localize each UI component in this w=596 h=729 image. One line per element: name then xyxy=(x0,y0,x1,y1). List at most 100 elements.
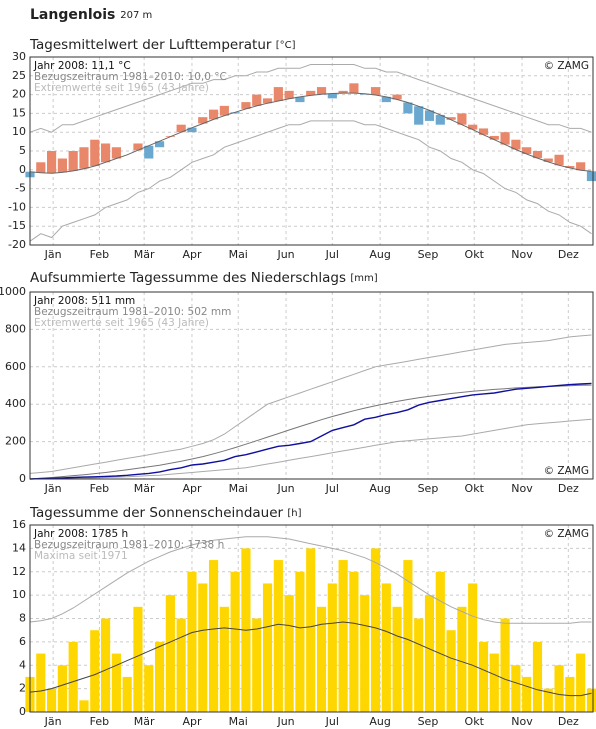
bar xyxy=(230,571,240,712)
bar xyxy=(90,630,100,712)
anomaly-bar xyxy=(154,141,165,148)
plot-frame xyxy=(29,291,594,480)
copyright: © ZAMG xyxy=(544,60,589,72)
plot-area xyxy=(30,292,593,479)
bar xyxy=(316,606,327,712)
x-tick-label: Okt xyxy=(465,715,485,728)
anomaly-bar xyxy=(208,109,219,120)
x-tick-label: Dez xyxy=(558,482,579,495)
legend-entry: Extremwerte seit 1965 (43 Jahre) xyxy=(34,317,209,329)
bar xyxy=(219,606,229,712)
anomaly-bar xyxy=(478,128,489,135)
anomaly-bar xyxy=(90,139,100,167)
anomaly-bar xyxy=(392,94,402,100)
bar xyxy=(424,595,435,712)
plot-frame xyxy=(29,56,594,246)
x-tick-label: Sep xyxy=(418,248,439,261)
y-tick-label: 200 xyxy=(5,435,26,448)
y-tick-label: 15 xyxy=(12,106,26,119)
bar xyxy=(144,665,154,712)
bar xyxy=(198,583,208,712)
anomaly-bar xyxy=(100,143,111,163)
bar xyxy=(576,653,586,712)
bar xyxy=(565,676,575,712)
anomaly-bar xyxy=(370,87,381,95)
y-tick-label: 30 xyxy=(12,50,26,63)
y-tick-label: -10 xyxy=(8,200,26,213)
bar xyxy=(133,606,143,712)
anomaly-bar xyxy=(57,158,67,173)
anomaly-bar xyxy=(349,83,359,94)
series-line xyxy=(29,92,592,174)
anomaly-bar xyxy=(457,113,467,125)
legend-entry: Bezugszeitraum 1981–2010: 1738 h xyxy=(34,539,224,551)
x-tick-label: Dez xyxy=(558,248,579,261)
y-tick-label: -5 xyxy=(15,182,26,195)
title-text: Tagesmittelwert der Lufttemperatur xyxy=(29,37,272,53)
bar xyxy=(273,560,283,712)
x-tick-label: Mär xyxy=(134,715,155,728)
anomaly-bar xyxy=(489,135,499,140)
x-tick-label: Nov xyxy=(511,248,533,261)
anomaly-bar xyxy=(284,90,294,99)
anomaly-bar xyxy=(403,102,413,114)
y-tick-label: 14 xyxy=(12,541,26,554)
y-tick-label: 800 xyxy=(5,322,26,335)
bar xyxy=(36,653,46,712)
anomaly-bar xyxy=(144,145,154,159)
x-tick-label: Jun xyxy=(276,715,294,728)
y-tick-label: 0 xyxy=(19,163,26,176)
y-tick-label: 16 xyxy=(12,518,26,531)
x-tick-label: Aug xyxy=(369,715,390,728)
title-text: Aufsummierte Tagessumme des Niederschlag… xyxy=(30,270,346,286)
x-tick-label: Apr xyxy=(182,715,202,728)
y-tick-label: 20 xyxy=(12,88,26,101)
x-tick-label: Apr xyxy=(182,248,202,261)
anomaly-bar xyxy=(576,162,586,171)
anomaly-bar xyxy=(252,94,262,106)
plot-frame xyxy=(29,524,594,713)
y-tick-label: 6 xyxy=(19,635,26,648)
title-unit: [h] xyxy=(287,508,301,519)
bar xyxy=(511,665,521,712)
elevation: 207 m xyxy=(120,10,152,21)
anomaly-bar xyxy=(316,87,327,95)
x-tick-label: Jun xyxy=(276,248,294,261)
bar xyxy=(295,571,305,712)
bar xyxy=(68,641,78,712)
bar xyxy=(522,676,532,712)
anomaly-bar xyxy=(133,143,143,151)
y-tick-label: 10 xyxy=(12,588,26,601)
y-tick-label: -20 xyxy=(8,238,26,251)
bar xyxy=(489,653,499,712)
anomaly-bar xyxy=(424,110,435,121)
legend-entry: Jahr 2008: 511 mm xyxy=(33,295,135,307)
anomaly-bar xyxy=(543,158,553,162)
bar xyxy=(306,548,316,712)
bar xyxy=(57,665,67,712)
anomaly-bar xyxy=(381,96,391,103)
x-tick-label: Mai xyxy=(229,715,248,728)
series-line xyxy=(29,384,592,480)
anomaly-bar xyxy=(500,132,510,145)
anomaly-bar xyxy=(414,106,424,125)
y-tick-label: 0 xyxy=(19,705,26,718)
anomaly-bar xyxy=(47,151,57,174)
bar xyxy=(468,583,478,712)
anomaly-bar xyxy=(468,124,478,130)
x-tick-label: Apr xyxy=(182,482,202,495)
title-unit: [mm] xyxy=(350,273,377,284)
x-tick-label: Sep xyxy=(418,715,439,728)
y-tick-label: 600 xyxy=(5,360,26,373)
bar xyxy=(252,618,262,712)
bar xyxy=(446,630,456,712)
x-tick-label: Jul xyxy=(325,248,339,261)
legend-entry: Jahr 2008: 11,1 °C xyxy=(33,60,131,72)
legend-entry: Bezugszeitraum 1981–2010: 10,0 °C xyxy=(34,71,227,83)
series-line xyxy=(29,64,592,133)
x-tick-label: Nov xyxy=(511,482,533,495)
bar xyxy=(122,676,132,712)
anomaly-bar xyxy=(306,90,316,96)
anomaly-bar xyxy=(532,151,543,159)
